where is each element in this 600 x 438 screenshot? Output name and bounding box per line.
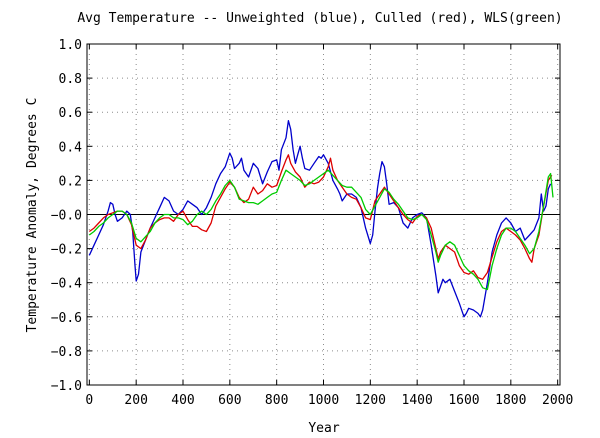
y-tick-label: 0.4 xyxy=(59,140,83,155)
x-tick-label: 0 xyxy=(85,393,93,408)
y-axis-label: Temperature Anomaly, Degrees C xyxy=(25,98,40,333)
x-tick-label: 1400 xyxy=(402,393,433,408)
series-line-unweighted xyxy=(88,120,552,318)
y-tick-label: 0.6 xyxy=(59,106,82,121)
series-group xyxy=(88,120,554,318)
chart-title: Avg Temperature -- Unweighted (blue), Cu… xyxy=(77,11,562,26)
x-tick-label: 800 xyxy=(265,393,288,408)
y-tick-label: 0.8 xyxy=(59,72,82,87)
y-tick-label: 1.0 xyxy=(59,38,82,53)
axis-ticks: 0 200 400 600 800 1000 1200 1400 1600 1800 2000 1.0… xyxy=(51,38,574,408)
x-tick-label: 400 xyxy=(171,393,194,408)
y-tick-label: −0.6 xyxy=(51,311,82,326)
x-tick-label: 1800 xyxy=(495,393,526,408)
x-tick-label: 1200 xyxy=(355,393,386,408)
x-tick-label: 600 xyxy=(218,393,241,408)
x-tick-label: 2000 xyxy=(542,393,573,408)
y-tick-label: −0.8 xyxy=(51,345,82,360)
x-axis-label: Year xyxy=(308,421,339,436)
y-tick-label: 0.2 xyxy=(59,174,82,189)
x-tick-label: 200 xyxy=(124,393,147,408)
y-tick-label: −0.4 xyxy=(51,277,82,292)
y-tick-label: −0.2 xyxy=(51,243,82,258)
x-tick-label: 1600 xyxy=(448,393,479,408)
y-tick-label: −1.0 xyxy=(51,379,82,394)
series-line-wls xyxy=(88,169,554,291)
y-tick-label: −0.0 xyxy=(51,209,82,224)
x-tick-label: 1000 xyxy=(308,393,339,408)
